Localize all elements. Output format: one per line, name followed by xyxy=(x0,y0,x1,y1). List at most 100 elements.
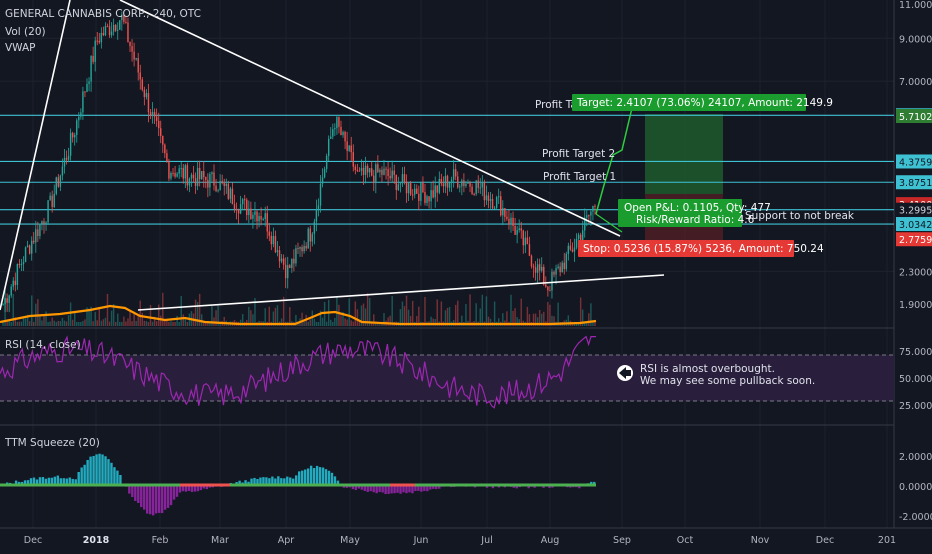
squeeze-bar xyxy=(178,485,182,493)
squeeze-bar xyxy=(420,485,423,492)
volume-bar xyxy=(49,321,51,326)
volume-bar xyxy=(553,316,555,326)
candle-body xyxy=(231,188,234,205)
candle-body xyxy=(373,175,375,183)
volume-bar xyxy=(119,321,121,326)
profit-zone[interactable] xyxy=(645,114,723,194)
rsi-tick: 75.0000 xyxy=(899,347,932,358)
candle-body xyxy=(475,180,477,194)
volume-bar xyxy=(170,321,172,326)
squeeze-bar xyxy=(140,485,143,508)
volume-bar xyxy=(407,309,410,326)
pnl-box[interactable] xyxy=(618,199,742,227)
volume-bar xyxy=(63,320,66,326)
volume-bar xyxy=(526,306,529,326)
vol-indicator-label[interactable]: Vol (20) xyxy=(5,26,46,38)
volume-bar xyxy=(317,321,320,326)
squeeze-bar xyxy=(116,470,119,485)
volume-bar xyxy=(39,315,41,326)
candle-body xyxy=(127,22,129,42)
volume-bar xyxy=(321,317,324,326)
ttm-axis[interactable]: 2.0000 0.0000 -2.0000 xyxy=(899,452,932,523)
projection-path[interactable] xyxy=(595,107,633,215)
rsi-note-line-2[interactable]: We may see some pullback soon. xyxy=(640,375,815,387)
candle-body xyxy=(172,172,174,174)
volume-bar xyxy=(403,306,406,326)
squeeze-bar xyxy=(98,453,101,485)
trendline-support[interactable] xyxy=(137,274,665,311)
target-box[interactable] xyxy=(572,94,806,111)
candle-body xyxy=(432,190,434,198)
candle-body xyxy=(86,83,88,92)
volume-bar xyxy=(590,303,592,326)
squeeze-bar xyxy=(309,465,313,485)
candle-body xyxy=(555,268,557,275)
squeeze-bar xyxy=(265,477,268,485)
time-axis[interactable]: Dec 2018 Feb Mar Apr May Jun Jul Aug Sep Oct Nov Dec… xyxy=(24,535,896,546)
volume-bar xyxy=(135,320,137,326)
rsi-axis[interactable]: 75.0000 50.0000 25.0000 xyxy=(899,347,932,412)
candle-body xyxy=(440,178,443,184)
support-note[interactable]: Support to not break xyxy=(745,210,855,222)
candle-body xyxy=(465,183,467,187)
volume-bar xyxy=(149,304,152,326)
price-label-bg xyxy=(896,202,932,217)
rsi-note-line-1[interactable]: RSI is almost overbought. xyxy=(640,363,775,375)
volume-bar xyxy=(6,319,8,326)
ttm-title[interactable]: TTM Squeeze (20) xyxy=(4,437,100,449)
squeeze-bar xyxy=(333,476,337,485)
rsi-tick: 50.0000 xyxy=(899,374,932,385)
candle-body xyxy=(266,213,268,232)
candle-body xyxy=(33,240,35,243)
candle-body xyxy=(180,168,182,170)
volume-bar xyxy=(457,300,459,326)
squeeze-bar xyxy=(163,485,167,510)
volume-bar xyxy=(184,317,187,326)
trendline-descending[interactable] xyxy=(119,0,621,237)
price-label: 3.2995 xyxy=(899,206,932,217)
candle-body xyxy=(274,236,277,253)
candle-body xyxy=(567,245,570,254)
time-tick: Oct xyxy=(677,535,694,546)
squeeze-bar xyxy=(47,477,51,485)
vwap-indicator-label[interactable]: VWAP xyxy=(5,42,36,54)
candle-body xyxy=(530,255,533,267)
volume-bar xyxy=(399,309,402,326)
volume-bar xyxy=(30,295,33,326)
squeeze-bar xyxy=(160,485,164,514)
volume-bar xyxy=(502,313,504,326)
volume-bar xyxy=(512,310,514,326)
stop-box[interactable] xyxy=(578,240,794,257)
volume-bar xyxy=(325,321,328,326)
volume-bar xyxy=(334,317,336,326)
profit-target-1-label[interactable]: Profit Target 1 xyxy=(543,171,616,183)
volume-bar xyxy=(166,320,168,326)
candle-body xyxy=(399,183,402,185)
candle-body xyxy=(119,20,121,30)
volume-bar xyxy=(153,316,156,326)
price-axis[interactable]: 11.00009.00007.00005.73505.71024.37593.8… xyxy=(896,0,932,311)
volume-bar xyxy=(174,321,176,326)
candle-body xyxy=(512,217,514,227)
volume-bar xyxy=(200,314,203,326)
candle-body xyxy=(569,245,572,250)
candle-body xyxy=(477,180,479,188)
squeeze-bar xyxy=(277,476,280,485)
time-tick: May xyxy=(340,535,360,546)
candle-body xyxy=(538,264,541,271)
candle-body xyxy=(454,169,457,177)
squeeze-bar xyxy=(250,478,253,485)
squeeze-bar xyxy=(315,465,319,485)
volume-bar xyxy=(454,304,457,326)
trendline-left-rise[interactable] xyxy=(0,0,71,311)
candle-body xyxy=(547,286,549,291)
rsi-title[interactable]: RSI (14, close) xyxy=(5,339,81,351)
profit-target-2-label[interactable]: Profit Target 2 xyxy=(542,148,615,160)
candle-body xyxy=(358,170,361,172)
volume-bar xyxy=(106,293,109,326)
volume-bar xyxy=(370,322,373,326)
candle-body xyxy=(586,215,588,218)
candle-body xyxy=(71,132,74,138)
candle-body xyxy=(434,185,436,198)
